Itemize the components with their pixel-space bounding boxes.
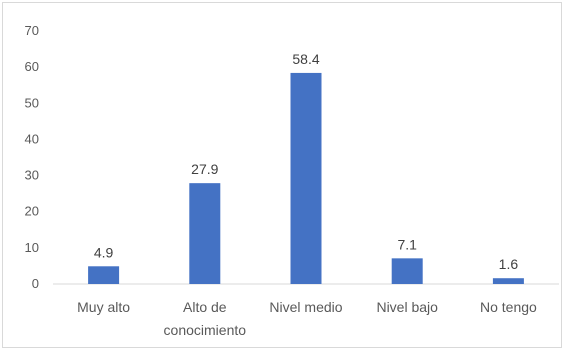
y-axis: 0 10 20 30 40 50 60 70	[25, 23, 39, 291]
data-label: 27.9	[191, 161, 218, 177]
data-label: 4.9	[94, 244, 114, 260]
data-label: 58.4	[292, 51, 319, 67]
x-axis-labels: Muy alto Alto de conocimiento Nivel medio Ni…	[77, 299, 537, 338]
x-tick-label: Alto de conocimiento	[164, 299, 247, 338]
bar	[88, 266, 120, 284]
y-tick-label: 60	[25, 59, 39, 74]
x-tick-label: No tengo	[480, 299, 537, 315]
bar	[189, 183, 221, 284]
x-tick-label: Nivel bajo	[376, 299, 438, 315]
y-tick-label: 70	[25, 23, 39, 38]
chart-frame: 0 10 20 30 40 50 60 70 4.9 27.9 58.4 7.1 1.6 Muy al…	[2, 2, 562, 348]
bar	[290, 72, 322, 284]
bars	[88, 72, 524, 284]
y-tick-label: 30	[25, 168, 39, 183]
y-tick-label: 0	[32, 276, 39, 291]
data-labels: 4.9 27.9 58.4 7.1 1.6	[94, 51, 518, 272]
y-tick-label: 20	[25, 204, 39, 219]
y-tick-label: 10	[25, 240, 39, 255]
x-tick-label: Nivel medio	[269, 299, 342, 315]
data-label: 1.6	[499, 256, 519, 272]
bar-chart: 0 10 20 30 40 50 60 70 4.9 27.9 58.4 7.1 1.6 Muy al…	[25, 23, 559, 338]
y-tick-label: 50	[25, 95, 39, 110]
bar	[492, 278, 524, 284]
data-label: 7.1	[397, 236, 417, 252]
x-tick-label: Muy alto	[77, 299, 130, 315]
y-tick-label: 40	[25, 131, 39, 146]
bar	[391, 258, 423, 284]
